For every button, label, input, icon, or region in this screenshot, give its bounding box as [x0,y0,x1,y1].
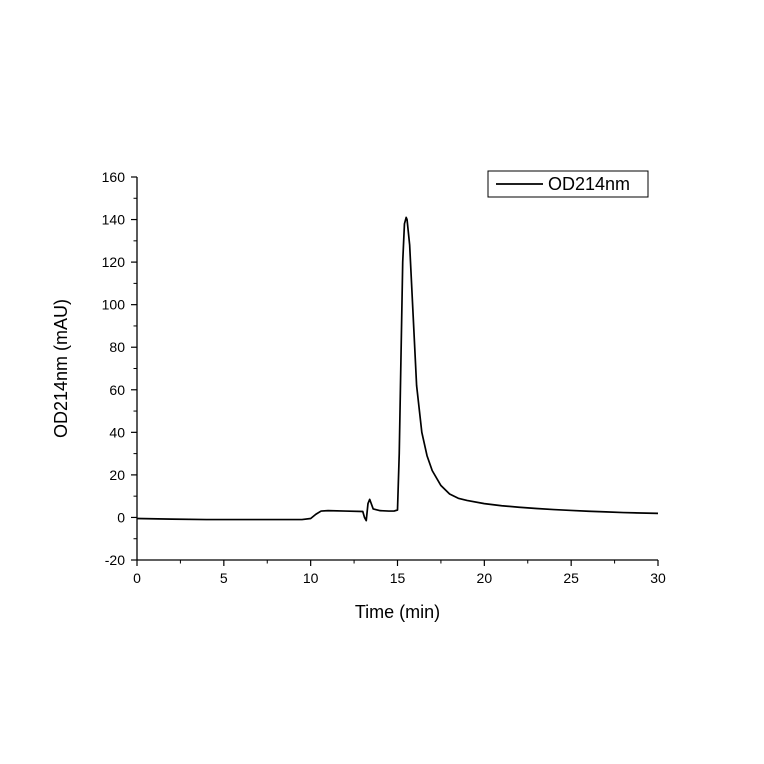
y-tick-label: 80 [109,339,125,355]
x-tick-label: 30 [650,570,666,586]
y-tick-label: 160 [102,169,126,185]
x-tick-label: 5 [220,570,228,586]
y-tick-label: 120 [102,254,126,270]
series-group [136,216,659,522]
series-line-od214nm [136,216,659,522]
y-tick-label: 20 [109,467,125,483]
legend: OD214nm [487,170,649,198]
y-axis-title: OD214nm (mAU) [51,299,71,438]
legend-label: OD214nm [548,174,630,194]
axes: 0 5 10 15 20 25 30 -20 0 20 40 60 80 100 120 140 160 [102,169,666,586]
y-tick-label: -20 [105,552,125,568]
y-tick-label: 100 [102,297,126,313]
x-tick-label: 15 [390,570,406,586]
x-tick-label: 0 [133,570,141,586]
x-tick-label: 25 [563,570,579,586]
x-tick-label: 10 [303,570,319,586]
y-tick-label: 0 [117,509,125,525]
x-tick-label: 20 [477,570,493,586]
y-tick-label: 60 [109,382,125,398]
y-tick-label: 40 [109,424,125,440]
y-tick-label: 140 [102,212,126,228]
x-axis-title: Time (min) [355,602,440,622]
